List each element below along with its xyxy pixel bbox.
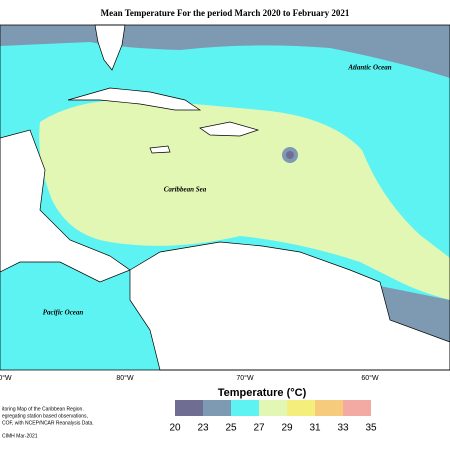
longitude-label: 60°W	[361, 374, 379, 382]
footnote-line: egregating station based observations,	[2, 413, 88, 419]
south-america	[129, 241, 450, 371]
ocean-label: Atlantic Ocean	[347, 64, 391, 72]
central-america	[0, 129, 131, 283]
jamaica	[149, 145, 171, 154]
legend-swatch	[343, 400, 371, 416]
sea-label: Caribbean Sea	[164, 186, 207, 194]
longitude-label: 70°W	[236, 374, 254, 382]
warm-region	[39, 99, 450, 300]
legend-swatch	[315, 400, 343, 416]
map: Atlantic Ocean Caribbean Sea Pacific Oce…	[0, 24, 450, 371]
title: Mean Temperature For the period March 20…	[101, 8, 350, 18]
legend: 20 23 25 27 29 31 33 35	[169, 400, 377, 434]
legend-tick-label: 20	[169, 423, 181, 434]
legend-tick-label: 29	[281, 423, 293, 434]
cuba	[67, 87, 202, 111]
legend-tick-label: 27	[253, 423, 265, 434]
cold-spot	[286, 151, 294, 159]
legend-swatch	[231, 400, 259, 416]
map-frame	[0, 24, 450, 371]
footnote: itoring Map of the Caribbean Region.egre…	[2, 406, 94, 439]
legend-tick-label: 35	[365, 423, 377, 434]
footnote-line: COF, with NCEP/NCAR Reanalysis Data.	[2, 420, 94, 426]
longitude-labels: 0°W 80°W 70°W 60°W	[0, 374, 379, 382]
longitude-label: 80°W	[116, 374, 134, 382]
hispaniola	[199, 121, 260, 137]
legend-swatch	[175, 400, 203, 416]
longitude-label: 0°W	[0, 374, 12, 382]
footnote-line: CIMH Mar-2021	[2, 433, 38, 439]
legend-tick-label: 31	[309, 423, 321, 434]
legend-title: Temperature (°C)	[218, 387, 307, 399]
legend-swatch	[287, 400, 315, 416]
legend-tick-label: 23	[197, 423, 209, 434]
legend-tick-label: 25	[225, 423, 237, 434]
ocean-label: Pacific Ocean	[43, 309, 84, 317]
footnote-line: itoring Map of the Caribbean Region.	[2, 406, 84, 412]
legend-swatch	[259, 400, 287, 416]
legend-tick-label: 33	[337, 423, 349, 434]
legend-swatch	[203, 400, 231, 416]
